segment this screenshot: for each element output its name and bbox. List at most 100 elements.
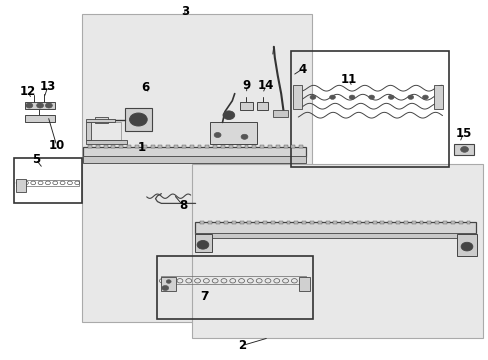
Text: 7: 7 bbox=[200, 291, 208, 303]
Circle shape bbox=[26, 103, 33, 108]
Text: 1: 1 bbox=[138, 141, 145, 154]
Text: 11: 11 bbox=[340, 73, 357, 86]
Text: 8: 8 bbox=[179, 199, 187, 212]
FancyBboxPatch shape bbox=[293, 85, 302, 109]
FancyBboxPatch shape bbox=[348, 221, 352, 224]
FancyBboxPatch shape bbox=[189, 145, 193, 148]
FancyBboxPatch shape bbox=[341, 221, 345, 224]
FancyBboxPatch shape bbox=[216, 221, 220, 224]
FancyBboxPatch shape bbox=[244, 145, 248, 148]
FancyBboxPatch shape bbox=[231, 221, 235, 224]
FancyBboxPatch shape bbox=[182, 145, 185, 148]
Circle shape bbox=[162, 285, 168, 291]
FancyBboxPatch shape bbox=[419, 221, 423, 224]
FancyBboxPatch shape bbox=[191, 164, 482, 338]
FancyBboxPatch shape bbox=[256, 102, 268, 110]
Text: 2: 2 bbox=[238, 339, 245, 352]
Text: 10: 10 bbox=[48, 139, 65, 152]
Circle shape bbox=[134, 116, 142, 123]
FancyBboxPatch shape bbox=[317, 221, 321, 224]
FancyBboxPatch shape bbox=[174, 145, 178, 148]
FancyBboxPatch shape bbox=[466, 221, 469, 224]
FancyBboxPatch shape bbox=[83, 147, 305, 157]
FancyBboxPatch shape bbox=[456, 234, 476, 256]
FancyBboxPatch shape bbox=[380, 221, 384, 224]
FancyBboxPatch shape bbox=[372, 221, 376, 224]
FancyBboxPatch shape bbox=[194, 222, 475, 234]
FancyBboxPatch shape bbox=[403, 221, 407, 224]
FancyBboxPatch shape bbox=[252, 145, 256, 148]
Circle shape bbox=[387, 95, 393, 99]
Circle shape bbox=[129, 113, 147, 126]
FancyBboxPatch shape bbox=[135, 145, 139, 148]
Circle shape bbox=[45, 103, 52, 108]
FancyBboxPatch shape bbox=[224, 221, 227, 224]
FancyBboxPatch shape bbox=[210, 122, 256, 144]
FancyBboxPatch shape bbox=[96, 145, 100, 148]
FancyBboxPatch shape bbox=[142, 145, 146, 148]
FancyBboxPatch shape bbox=[85, 140, 127, 144]
FancyBboxPatch shape bbox=[197, 145, 201, 148]
Circle shape bbox=[309, 95, 315, 99]
Text: 13: 13 bbox=[40, 80, 56, 93]
FancyBboxPatch shape bbox=[267, 145, 271, 148]
FancyBboxPatch shape bbox=[260, 145, 264, 148]
FancyBboxPatch shape bbox=[278, 221, 282, 224]
FancyBboxPatch shape bbox=[299, 145, 303, 148]
Text: 14: 14 bbox=[257, 79, 274, 92]
FancyBboxPatch shape bbox=[85, 119, 115, 122]
FancyBboxPatch shape bbox=[88, 145, 92, 148]
Circle shape bbox=[166, 280, 171, 283]
FancyBboxPatch shape bbox=[387, 221, 391, 224]
FancyBboxPatch shape bbox=[239, 221, 243, 224]
FancyBboxPatch shape bbox=[208, 221, 212, 224]
FancyBboxPatch shape bbox=[283, 145, 287, 148]
FancyBboxPatch shape bbox=[95, 117, 107, 123]
FancyBboxPatch shape bbox=[83, 156, 305, 163]
FancyBboxPatch shape bbox=[82, 14, 311, 322]
FancyBboxPatch shape bbox=[395, 221, 399, 224]
FancyBboxPatch shape bbox=[158, 145, 162, 148]
FancyBboxPatch shape bbox=[228, 145, 232, 148]
FancyBboxPatch shape bbox=[16, 179, 26, 192]
FancyBboxPatch shape bbox=[263, 221, 266, 224]
Text: 12: 12 bbox=[20, 85, 36, 98]
FancyBboxPatch shape bbox=[194, 233, 475, 238]
FancyBboxPatch shape bbox=[325, 221, 329, 224]
FancyBboxPatch shape bbox=[286, 221, 290, 224]
Circle shape bbox=[407, 95, 413, 99]
FancyBboxPatch shape bbox=[333, 221, 337, 224]
FancyBboxPatch shape bbox=[433, 85, 442, 109]
Text: 15: 15 bbox=[454, 127, 471, 140]
FancyBboxPatch shape bbox=[213, 145, 217, 148]
FancyBboxPatch shape bbox=[85, 122, 91, 140]
Text: 5: 5 bbox=[32, 153, 40, 166]
FancyBboxPatch shape bbox=[309, 221, 313, 224]
FancyBboxPatch shape bbox=[450, 221, 454, 224]
FancyBboxPatch shape bbox=[247, 221, 251, 224]
Circle shape bbox=[329, 95, 335, 99]
FancyBboxPatch shape bbox=[427, 221, 430, 224]
Text: 3: 3 bbox=[181, 5, 188, 18]
Circle shape bbox=[214, 132, 221, 138]
Circle shape bbox=[223, 111, 234, 120]
FancyBboxPatch shape bbox=[411, 221, 415, 224]
Circle shape bbox=[460, 242, 472, 251]
FancyBboxPatch shape bbox=[127, 145, 131, 148]
Circle shape bbox=[37, 103, 43, 108]
FancyBboxPatch shape bbox=[291, 145, 295, 148]
Text: 4: 4 bbox=[298, 63, 305, 76]
Circle shape bbox=[348, 95, 354, 99]
Circle shape bbox=[241, 134, 247, 139]
FancyBboxPatch shape bbox=[239, 102, 253, 110]
FancyBboxPatch shape bbox=[161, 277, 176, 291]
FancyBboxPatch shape bbox=[294, 221, 298, 224]
Text: 9: 9 bbox=[243, 79, 250, 92]
FancyBboxPatch shape bbox=[434, 221, 438, 224]
FancyBboxPatch shape bbox=[255, 221, 259, 224]
FancyBboxPatch shape bbox=[194, 234, 211, 252]
FancyBboxPatch shape bbox=[25, 115, 55, 122]
FancyBboxPatch shape bbox=[119, 145, 123, 148]
Circle shape bbox=[460, 147, 468, 152]
FancyBboxPatch shape bbox=[302, 221, 305, 224]
